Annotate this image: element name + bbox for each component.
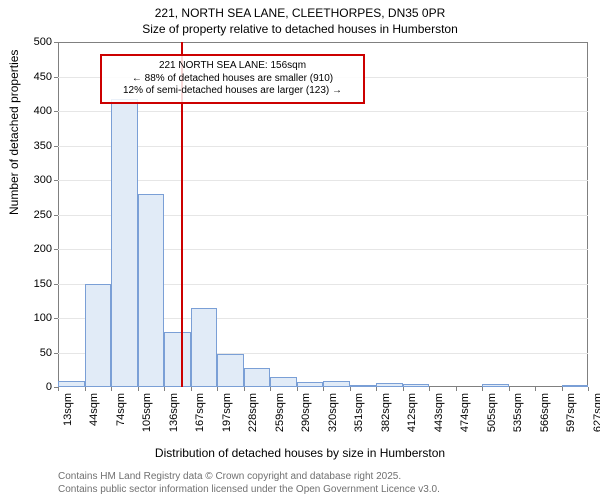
x-tick [58,387,59,391]
x-tick [403,387,404,391]
x-tick-label: 259sqm [274,393,286,432]
x-tick [562,387,563,391]
histogram-bar [164,332,191,387]
x-tick-label: 412sqm [407,393,419,432]
histogram-bar [482,384,509,387]
x-tick-label: 13sqm [62,393,74,426]
annotation-line-3: 12% of semi-detached houses are larger (… [108,85,357,98]
y-tick-label: 200 [34,243,58,255]
y-tick-label: 450 [34,71,58,83]
x-tick [535,387,536,391]
chart-footer: Contains HM Land Registry data © Crown c… [58,471,440,496]
footer-line-1: Contains HM Land Registry data © Crown c… [58,471,440,484]
histogram-bar [191,308,218,387]
x-tick [456,387,457,391]
x-tick-label: 474sqm [460,393,472,432]
x-tick [270,387,271,391]
y-tick-label: 100 [34,312,58,324]
x-tick [111,387,112,391]
histogram-bar [58,381,85,387]
x-tick-label: 320sqm [327,393,339,432]
x-tick [138,387,139,391]
x-tick [588,387,589,391]
annotation-line-2: ← 88% of detached houses are smaller (91… [108,73,357,86]
x-tick [350,387,351,391]
gridline [58,146,588,147]
x-tick [376,387,377,391]
histogram-bar [244,368,271,387]
x-tick [85,387,86,391]
chart-title-address: 221, NORTH SEA LANE, CLEETHORPES, DN35 0… [0,6,600,20]
x-tick-label: 105sqm [142,393,154,432]
chart-title-desc: Size of property relative to detached ho… [0,22,600,36]
x-tick-label: 535sqm [513,393,525,432]
x-tick-label: 136sqm [168,393,180,432]
x-tick [509,387,510,391]
x-axis-label: Distribution of detached houses by size … [0,446,600,460]
x-tick-label: 443sqm [433,393,445,432]
x-tick-label: 505sqm [486,393,498,432]
x-tick [217,387,218,391]
x-tick-label: 44sqm [89,393,101,426]
annotation-line-1: 221 NORTH SEA LANE: 156sqm [108,60,357,73]
histogram-bar [403,384,430,387]
x-tick-label: 382sqm [380,393,392,432]
y-tick-label: 350 [34,140,58,152]
x-tick [191,387,192,391]
x-tick-label: 566sqm [539,393,551,432]
histogram-bar [138,194,165,387]
histogram-bar [376,383,403,387]
histogram-bar [111,99,138,387]
y-tick-label: 400 [34,105,58,117]
plot-area: 05010015020025030035040045050013sqm44sqm… [58,42,588,387]
x-tick-label: 290sqm [301,393,313,432]
y-tick-label: 250 [34,209,58,221]
footer-line-2: Contains public sector information licen… [58,484,440,497]
x-tick [323,387,324,391]
y-tick-label: 0 [46,381,58,393]
x-tick-label: 197sqm [221,393,233,432]
x-tick-label: 351sqm [354,393,366,432]
histogram-bar [350,385,377,387]
gridline [58,180,588,181]
x-tick [482,387,483,391]
histogram-bar [270,377,297,387]
y-tick-label: 500 [34,36,58,48]
y-tick-label: 50 [40,347,58,359]
y-axis-label: Number of detached properties [7,50,21,215]
x-tick [297,387,298,391]
y-tick-label: 300 [34,174,58,186]
annotation-box: 221 NORTH SEA LANE: 156sqm← 88% of detac… [100,54,365,104]
histogram-bar [562,385,589,387]
x-tick-label: 597sqm [566,393,578,432]
histogram-bar [297,382,324,387]
gridline [58,111,588,112]
x-tick [429,387,430,391]
x-tick-label: 74sqm [115,393,127,426]
y-tick-label: 150 [34,278,58,290]
histogram-bar [85,284,112,388]
x-tick [164,387,165,391]
x-tick-label: 228sqm [248,393,260,432]
x-tick [244,387,245,391]
histogram-bar [217,354,244,387]
histogram-bar [323,381,350,387]
x-tick-label: 627sqm [592,393,600,432]
property-size-chart: 221, NORTH SEA LANE, CLEETHORPES, DN35 0… [0,0,600,500]
x-tick-label: 167sqm [195,393,207,432]
